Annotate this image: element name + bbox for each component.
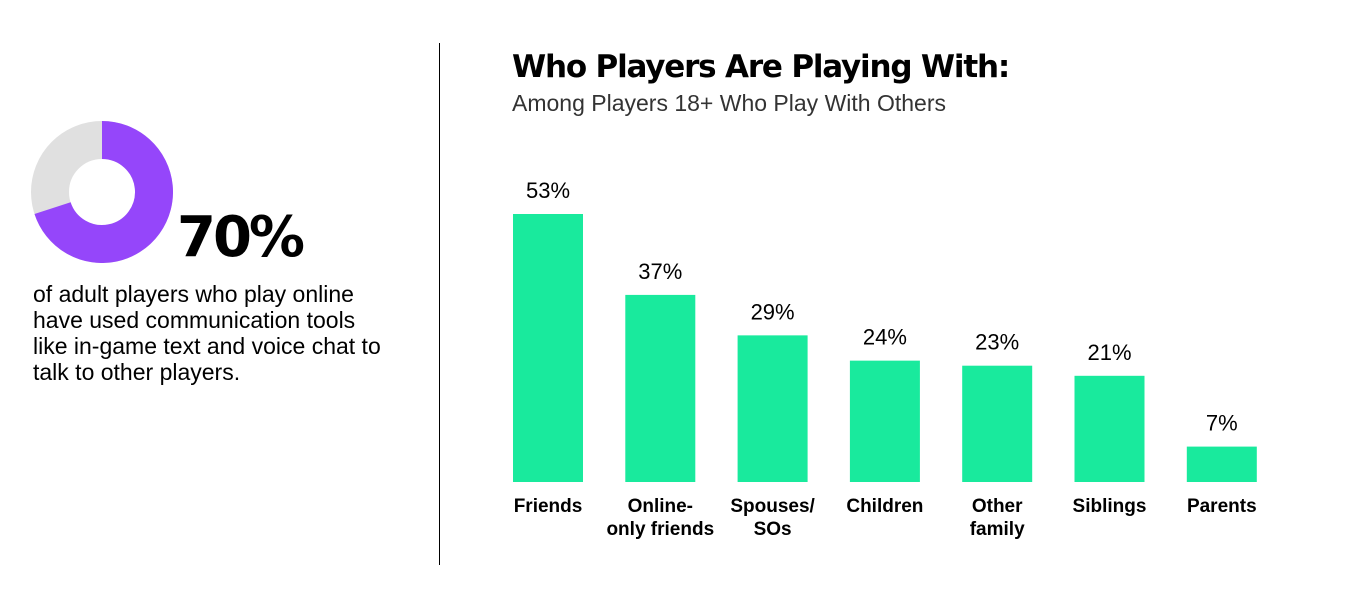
bar-3	[849, 360, 920, 482]
chart-subtitle: Among Players 18+ Who Play With Others	[512, 90, 946, 116]
category-label-6: Parents	[1187, 496, 1257, 517]
value-label-5: 21%	[1087, 340, 1131, 365]
category-label-3: Children	[846, 496, 923, 517]
value-label-2: 29%	[751, 299, 795, 324]
category-label-0: Friends	[514, 496, 583, 517]
value-label-0: 53%	[526, 178, 570, 203]
value-label-4: 23%	[975, 330, 1019, 355]
category-label-2: Spouses/SOs	[730, 496, 815, 540]
bar-5	[1074, 375, 1145, 482]
value-label-6: 7%	[1206, 411, 1238, 436]
chart-title: Who Players Are Playing With:	[512, 49, 1010, 85]
category-label-4: Other family	[970, 496, 1025, 540]
category-label-5: Siblings	[1073, 496, 1147, 517]
stat-description: of adult players who play online have us…	[33, 281, 381, 385]
bar-0	[513, 214, 583, 482]
bar-chart: 53% Friends 37% Online-only friends 29% Spous…	[513, 178, 1257, 540]
category-label-1: Online-only friends	[606, 496, 714, 540]
value-label-3: 24%	[863, 325, 907, 350]
donut-chart	[31, 121, 173, 263]
bar-1	[625, 294, 696, 482]
value-label-1: 37%	[638, 259, 682, 284]
bar-6	[1186, 446, 1257, 482]
stat-value: 70%	[177, 205, 305, 270]
bar-2	[737, 335, 808, 482]
bar-4	[962, 365, 1033, 482]
divider	[439, 43, 440, 565]
donut-arc	[34, 121, 173, 263]
